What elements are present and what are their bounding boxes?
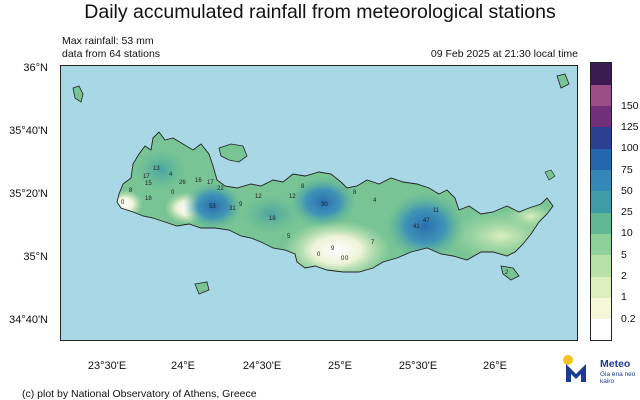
station-value: 22 <box>217 186 224 192</box>
info-block: Max rainfall: 53 mm data from 64 station… <box>62 35 160 61</box>
x-axis-label: 24°E <box>171 360 195 372</box>
legend-level-label: 0.2 <box>621 312 636 325</box>
legend-level-label: 50 <box>621 184 633 197</box>
max-rainfall-text: Max rainfall: 53 mm <box>62 35 154 47</box>
legend-swatch <box>591 63 611 85</box>
station-value: 0 <box>171 190 175 196</box>
timestamp-text: 09 Feb 2025 at 21:30 local time <box>430 48 578 60</box>
station-value: 0 <box>341 256 345 262</box>
wet-zone-heraklion <box>289 176 357 228</box>
legend-level-label: 150 <box>621 99 639 112</box>
legend-swatch <box>591 84 611 107</box>
sun-icon <box>563 355 573 365</box>
station-labels: 13 17 15 4 26 16 17 22 8 18 0 0 53 31 9 … <box>121 166 509 276</box>
station-value: 26 <box>179 180 186 186</box>
meteo-logo <box>563 355 586 382</box>
legend-swatch <box>591 169 611 192</box>
medium-zone-central <box>241 194 301 234</box>
station-value: 18 <box>145 196 152 202</box>
legend-level-label: 100 <box>621 142 639 155</box>
dia-island <box>218 143 248 163</box>
medium-zone-northwest <box>135 148 187 192</box>
legend-level-label: 5 <box>621 248 627 261</box>
station-value: 11 <box>433 208 440 214</box>
legend-swatch <box>591 190 611 213</box>
credit-text: (c) plot by National Observatory of Athe… <box>22 388 257 400</box>
map-canvas: 13 17 15 4 26 16 17 22 8 18 0 0 53 31 9 … <box>61 66 577 340</box>
station-value: 4 <box>169 172 173 178</box>
y-axis-label: 34°40'N <box>9 314 48 326</box>
legend-swatch <box>591 105 611 128</box>
stations-count-text: data from 64 stations <box>62 48 161 60</box>
station-value: 12 <box>289 194 296 200</box>
station-value: 41 <box>413 224 420 230</box>
station-value: 0 <box>345 256 349 262</box>
legend-swatch <box>591 318 611 341</box>
station-value: 18 <box>269 216 276 222</box>
legend-level-label: 25 <box>621 206 633 219</box>
station-value: 16 <box>195 178 202 184</box>
station-value: 8 <box>301 184 305 190</box>
legend-swatch <box>591 148 611 171</box>
station-value: 5 <box>287 234 291 240</box>
y-axis-label: 35°N <box>23 251 48 263</box>
kasos-island <box>556 73 570 89</box>
wet-zone-lasithi <box>385 192 465 260</box>
m-logo-icon <box>566 364 586 382</box>
station-value: 8 <box>129 188 133 194</box>
station-value: 53 <box>209 204 216 210</box>
koufonisi-island <box>500 265 520 281</box>
station-value: 12 <box>255 194 262 200</box>
station-value: 13 <box>153 166 160 172</box>
station-value: 8 <box>353 190 357 196</box>
legend-swatch <box>591 233 611 256</box>
station-value: 15 <box>145 181 152 187</box>
station-value: 31 <box>229 206 236 212</box>
rainfall-map: 13 17 15 4 26 16 17 22 8 18 0 0 53 31 9 … <box>60 65 578 341</box>
kythira-island <box>72 85 84 103</box>
legend-level-label: 10 <box>621 227 633 240</box>
station-value: 2 <box>505 270 509 276</box>
legend-level-label: 2 <box>621 270 627 283</box>
y-axis-label: 35°40'N <box>9 125 48 137</box>
x-axis-label: 26°E <box>483 360 507 372</box>
islet-east <box>544 169 556 181</box>
station-value: 4 <box>373 198 377 204</box>
station-value: 17 <box>207 180 214 186</box>
station-value: 9 <box>331 246 335 252</box>
legend-swatch <box>591 254 611 277</box>
y-axis-label: 36°N <box>23 62 48 74</box>
y-axis-label: 35°20'N <box>9 188 48 200</box>
gavdos-island <box>194 281 210 295</box>
logo-name: Meteo <box>600 358 631 370</box>
wet-zone-rethymno <box>183 182 243 230</box>
x-axis-label: 25°30'E <box>398 360 438 372</box>
station-value: 30 <box>321 202 328 208</box>
legend-swatch <box>591 126 611 149</box>
station-value: 47 <box>423 218 430 224</box>
logo-tagline: Gia ena neo kairo <box>600 371 636 385</box>
legend-swatch <box>591 297 611 320</box>
dry-zone-messara <box>283 220 391 272</box>
x-axis-label: 24°30'E <box>242 360 282 372</box>
legend-swatch <box>591 276 611 298</box>
x-axis-label: 23°30'E <box>87 360 127 372</box>
station-value: 0 <box>317 252 321 258</box>
station-value: 7 <box>371 240 375 246</box>
x-axis-label: 25°E <box>328 360 352 372</box>
legend-level-label: 75 <box>621 163 633 176</box>
map-title: Daily accumulated rainfall from meteorol… <box>84 1 556 23</box>
station-value: 9 <box>239 202 243 208</box>
station-value: 17 <box>143 174 150 180</box>
station-value: 0 <box>121 200 125 206</box>
legend-swatch <box>591 212 611 234</box>
dry-zone-west <box>117 190 143 218</box>
legend-level-label: 125 <box>621 120 639 133</box>
color-legend <box>590 62 612 341</box>
legend-level-label: 1 <box>621 291 627 304</box>
